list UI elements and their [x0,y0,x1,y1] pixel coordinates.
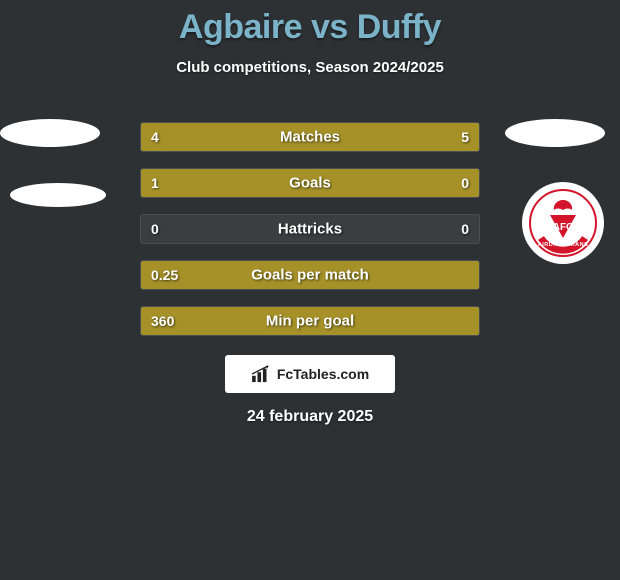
stat-value-left: 4 [151,129,159,145]
stat-value-left: 360 [151,313,174,329]
stat-label: Hattricks [141,221,479,238]
stat-label: Goals [141,175,479,192]
stat-value-right: 0 [461,175,469,191]
stat-label: Goals per match [141,267,479,284]
player-right-avatar: AFC AIRDRIEONIANS [505,105,620,264]
stat-row: Goals per match0.25 [140,260,480,290]
stat-value-right: 5 [461,129,469,145]
svg-text:AFC: AFC [552,222,573,233]
club-badge: AFC AIRDRIEONIANS [522,182,604,264]
stat-label: Min per goal [141,313,479,330]
subtitle: Club competitions, Season 2024/2025 [0,59,620,76]
stat-value-left: 0.25 [151,267,178,283]
player-silhouette-icon [0,105,100,167]
stat-value-left: 0 [151,221,159,237]
branding-badge: FcTables.com [225,355,395,393]
stat-label: Matches [141,129,479,146]
date-text: 24 february 2025 [0,408,620,426]
stat-value-left: 1 [151,175,159,191]
stat-row: Goals1 0 [140,168,480,198]
page-title: Agbaire vs Duffy [0,0,620,47]
stats-bars: Matches45Goals10Hattricks00Goals per mat… [140,122,480,352]
stat-row: Hattricks0 0 [140,214,480,244]
stat-row: Min per goal360 [140,306,480,336]
stat-value-right: 0 [461,221,469,237]
airdrieonians-badge-icon: AFC AIRDRIEONIANS [528,188,598,258]
player-shoulders-icon [8,180,108,210]
bar-chart-icon [251,365,273,383]
player-left-avatar [0,105,115,210]
stat-row: Matches4 5 [140,122,480,152]
branding-text: FcTables.com [277,366,369,382]
player-silhouette-icon [505,105,605,167]
svg-text:AIRDRIEONIANS: AIRDRIEONIANS [537,242,588,248]
